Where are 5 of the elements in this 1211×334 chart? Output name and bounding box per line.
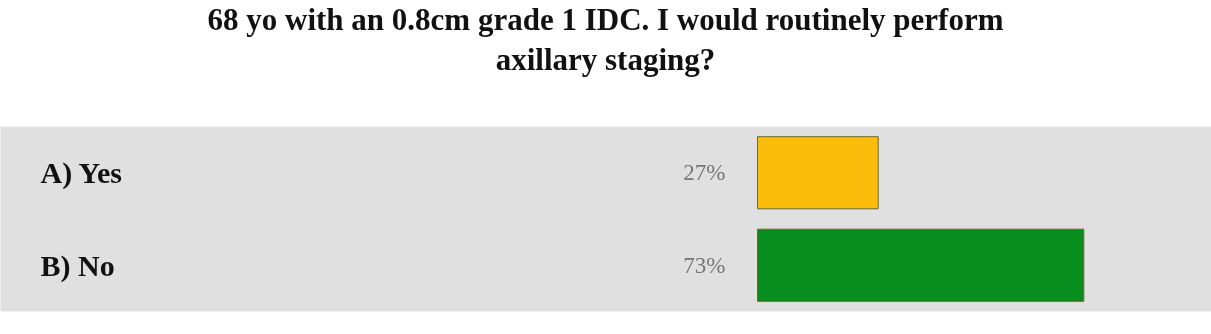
y-tick-label: A) Yes (40, 156, 122, 191)
y-tick-label: B) No (40, 248, 115, 283)
chart-title: 68 yo with an 0.8cm grade 1 IDC. I would routinely perform axillary staging? (206, 1, 1005, 80)
data-label: 27% (683, 160, 726, 186)
data-label: 73% (683, 252, 726, 278)
